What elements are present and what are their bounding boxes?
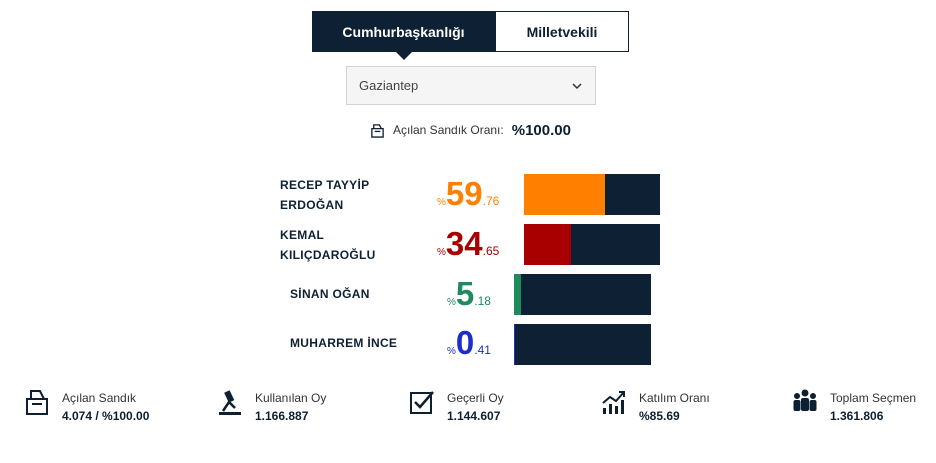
candidate-percentage: % 34 .65	[437, 225, 500, 262]
ballot-box-icon	[371, 123, 384, 138]
candidate-percentage: % 5 .18	[447, 275, 491, 312]
candidate-vote-bar-fill	[514, 324, 515, 365]
tab-parliamentary[interactable]: Milletvekili	[495, 11, 629, 52]
candidate-vote-bar	[514, 274, 651, 315]
candidate-vote-bar	[524, 174, 660, 215]
stat-valid-votes: Geçerli Oy 1.144.607	[409, 388, 504, 424]
candidate-name: MUHARREM İNCE	[290, 336, 398, 350]
stat-votes-cast: Kullanılan Oy 1.166.887	[217, 388, 326, 424]
chevron-down-icon	[572, 82, 582, 89]
tab-presidential[interactable]: Cumhurbaşkanlığı	[312, 11, 495, 60]
vote-cast-icon	[219, 390, 241, 415]
candidate-vote-bar	[514, 324, 651, 365]
opened-ballot-value: %100.00	[511, 121, 571, 139]
opened-ballot-label: Açılan Sandık Oranı:	[393, 123, 504, 137]
candidate-vote-bar	[524, 224, 660, 265]
stat-total-voters: Toplam Seçmen 1.361.806	[792, 388, 916, 424]
stat-turnout: Katılım Oranı %85.69	[601, 388, 710, 424]
election-type-tabs: Cumhurbaşkanlığı Milletvekili	[312, 11, 629, 60]
candidate-name: SİNAN OĞAN	[290, 287, 370, 301]
candidate-percentage: % 0 .41	[447, 324, 491, 361]
candidate-percentage: % 59 .76	[437, 175, 500, 212]
rising-chart-icon	[602, 391, 625, 414]
candidate-vote-bar-fill	[524, 224, 572, 265]
candidate-vote-bar-fill	[524, 174, 606, 215]
candidate-name: KEMAL KILIÇDAROĞLU	[280, 228, 376, 262]
province-select-value: Gaziantep	[359, 78, 419, 93]
province-select[interactable]: Gaziantep	[346, 66, 596, 105]
stat-opened-ballots: Açılan Sandık 4.074 / %100.00	[24, 388, 149, 424]
ballot-box-icon	[26, 390, 48, 415]
people-group-icon	[793, 389, 817, 411]
candidate-vote-bar-fill	[514, 274, 522, 315]
opened-ballot-rate: Açılan Sandık Oranı: %100.00	[370, 120, 571, 140]
candidate-name: RECEP TAYYİP ERDOĞAN	[280, 178, 370, 212]
checkbox-icon	[410, 391, 434, 414]
